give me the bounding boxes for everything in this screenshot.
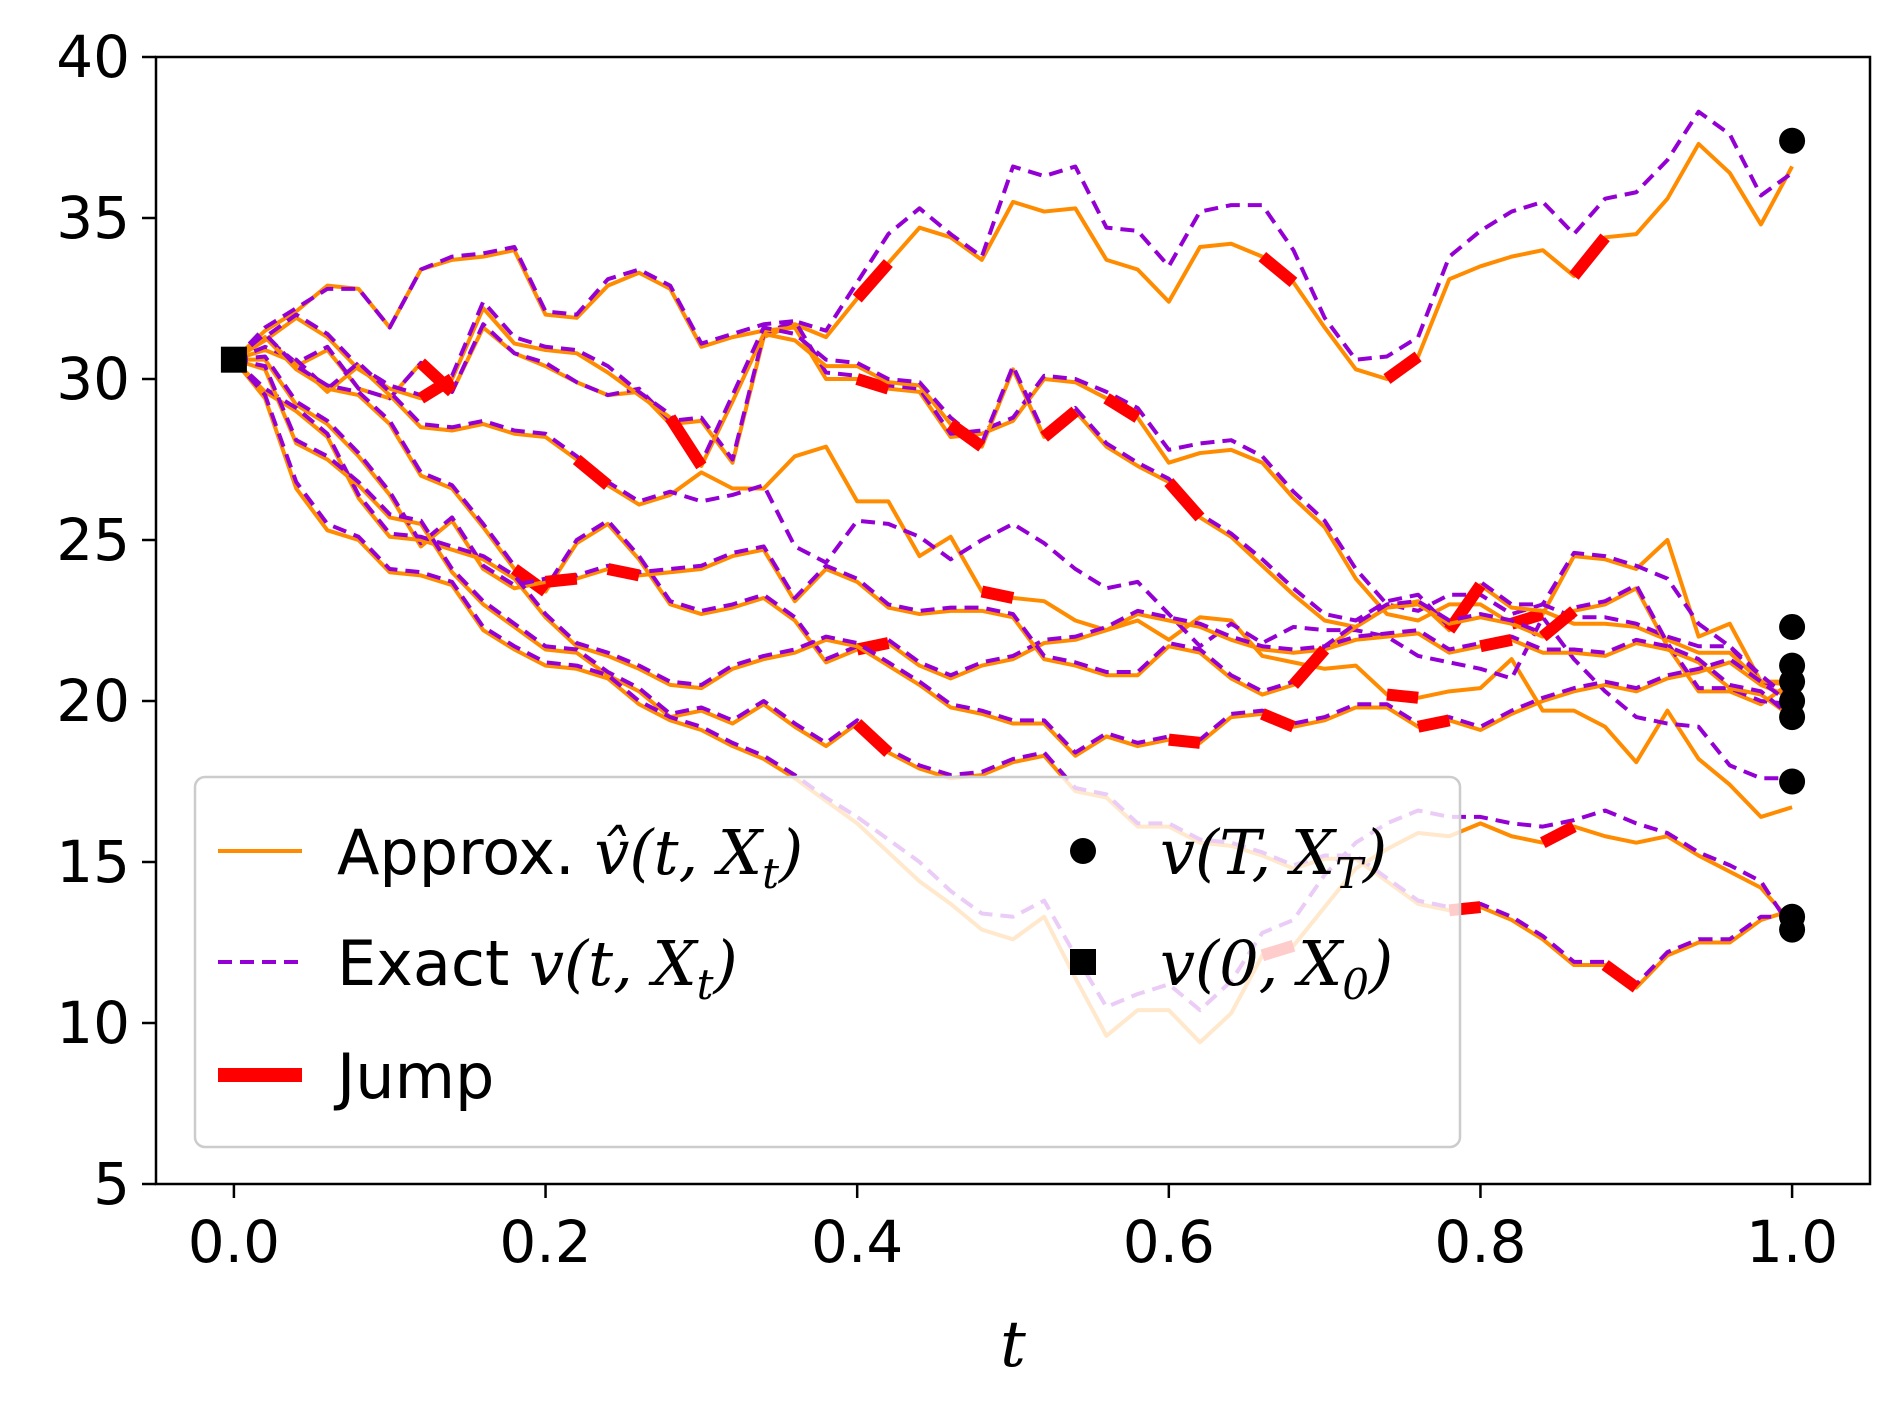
terminal-point-3 <box>1779 668 1806 695</box>
jump-segment-5-13 <box>606 563 641 582</box>
jump-segment-0-38 <box>1383 351 1422 384</box>
jump-segment-2-31 <box>1164 478 1205 522</box>
terminal-point-0 <box>1779 127 1806 154</box>
exact-line-4 <box>232 331 1793 707</box>
legend-jump-label: Jump <box>333 1040 494 1113</box>
plot-frame <box>154 55 1872 1186</box>
jump-segment-3-25 <box>980 585 1015 604</box>
x-axis-title: t <box>1000 1308 1026 1382</box>
y-tick-label-4: 25 <box>56 506 130 574</box>
y-tick-label-2: 15 <box>56 828 130 896</box>
exact-line-1 <box>232 244 1793 694</box>
y-tick-label-6: 35 <box>56 184 130 252</box>
exact-line-0 <box>232 109 1794 462</box>
y-tick-label-1: 10 <box>56 989 130 1057</box>
jump-segment-1-21 <box>855 373 891 395</box>
jump-segment-1-42 <box>1509 608 1545 630</box>
jump-segment-0-21 <box>852 259 893 303</box>
jump-segment-4-43 <box>1538 606 1578 642</box>
jump-segment-1-29 <box>1103 393 1141 423</box>
y-tick-label-7: 40 <box>56 23 130 91</box>
exact-line-6 <box>232 358 1794 755</box>
jump-segment-6-31 <box>1168 733 1201 749</box>
y-axis: 5 10 15 20 25 30 35 40 <box>56 23 156 1218</box>
plot-lines <box>220 109 1806 1045</box>
terminal-point-6 <box>1779 768 1806 795</box>
jump-segment-2-7 <box>417 373 456 404</box>
terminal-point-8 <box>1779 916 1806 943</box>
jump-segment-6-39 <box>1416 714 1451 733</box>
jump-segment-5-41 <box>1479 633 1513 653</box>
x-tick-label-5: 1.0 <box>1746 1208 1838 1276</box>
y-tick-label-3: 20 <box>56 667 130 735</box>
exact-line-7 <box>233 357 1793 987</box>
jump-segment-3-12 <box>572 454 612 490</box>
legend-approx-label: Approx. v̂(t, Xt) <box>337 816 803 898</box>
terminal-point-5 <box>1779 704 1806 731</box>
y-tick-label-5: 30 <box>56 345 130 413</box>
x-tick-label-3: 0.6 <box>1123 1208 1215 1276</box>
legend-exact-label: Exact v(t, Xt) <box>337 927 738 1009</box>
approx-line-7 <box>233 357 1793 990</box>
exact-line-3 <box>233 344 1793 781</box>
jump-segment-6-34 <box>1260 708 1296 733</box>
jump-segment-2-15 <box>665 414 707 470</box>
legend-initial-label: v(0, X0) <box>1160 927 1393 1009</box>
jump-segment-7-45 <box>1601 960 1640 993</box>
jump-segment-3-38 <box>1386 688 1419 704</box>
legend-initial-marker <box>1070 949 1096 975</box>
legend-box <box>193 775 1462 1149</box>
approx-line-2 <box>232 306 1793 684</box>
exact-line-5 <box>233 354 1794 719</box>
legend-terminal-label: v(T, XT) <box>1160 816 1387 898</box>
jump-segment-8-43 <box>1540 821 1577 849</box>
x-tick-label-2: 0.4 <box>811 1208 903 1276</box>
y-tick-label-0: 5 <box>93 1150 130 1218</box>
x-tick-label-0: 0.0 <box>188 1208 280 1276</box>
x-tick-label-4: 0.8 <box>1434 1208 1526 1276</box>
jump-segment-7-21 <box>853 719 893 757</box>
jump-segment-0-34 <box>1258 252 1298 288</box>
exact-line-2 <box>232 299 1794 703</box>
legend-terminal-marker <box>1070 838 1096 864</box>
legend: Approx. v̂(t, Xt) Exact v(t, Xt) Jump v(… <box>193 775 1462 1149</box>
approx-line-6 <box>232 358 1793 758</box>
jump-segment-2-24 <box>947 419 986 452</box>
jump-segment-0-44 <box>1569 233 1610 280</box>
x-tick-label-1: 0.2 <box>499 1208 591 1276</box>
terminal-point-1 <box>1779 613 1806 640</box>
jump-segment-5-11 <box>544 572 578 588</box>
jump-segment-2-27 <box>1040 406 1080 442</box>
jump-segment-5-35 <box>1288 645 1330 689</box>
x-axis: 0.0 0.2 0.4 0.6 0.8 1.0 <box>188 1184 1838 1276</box>
initial-point-marker <box>220 346 247 373</box>
